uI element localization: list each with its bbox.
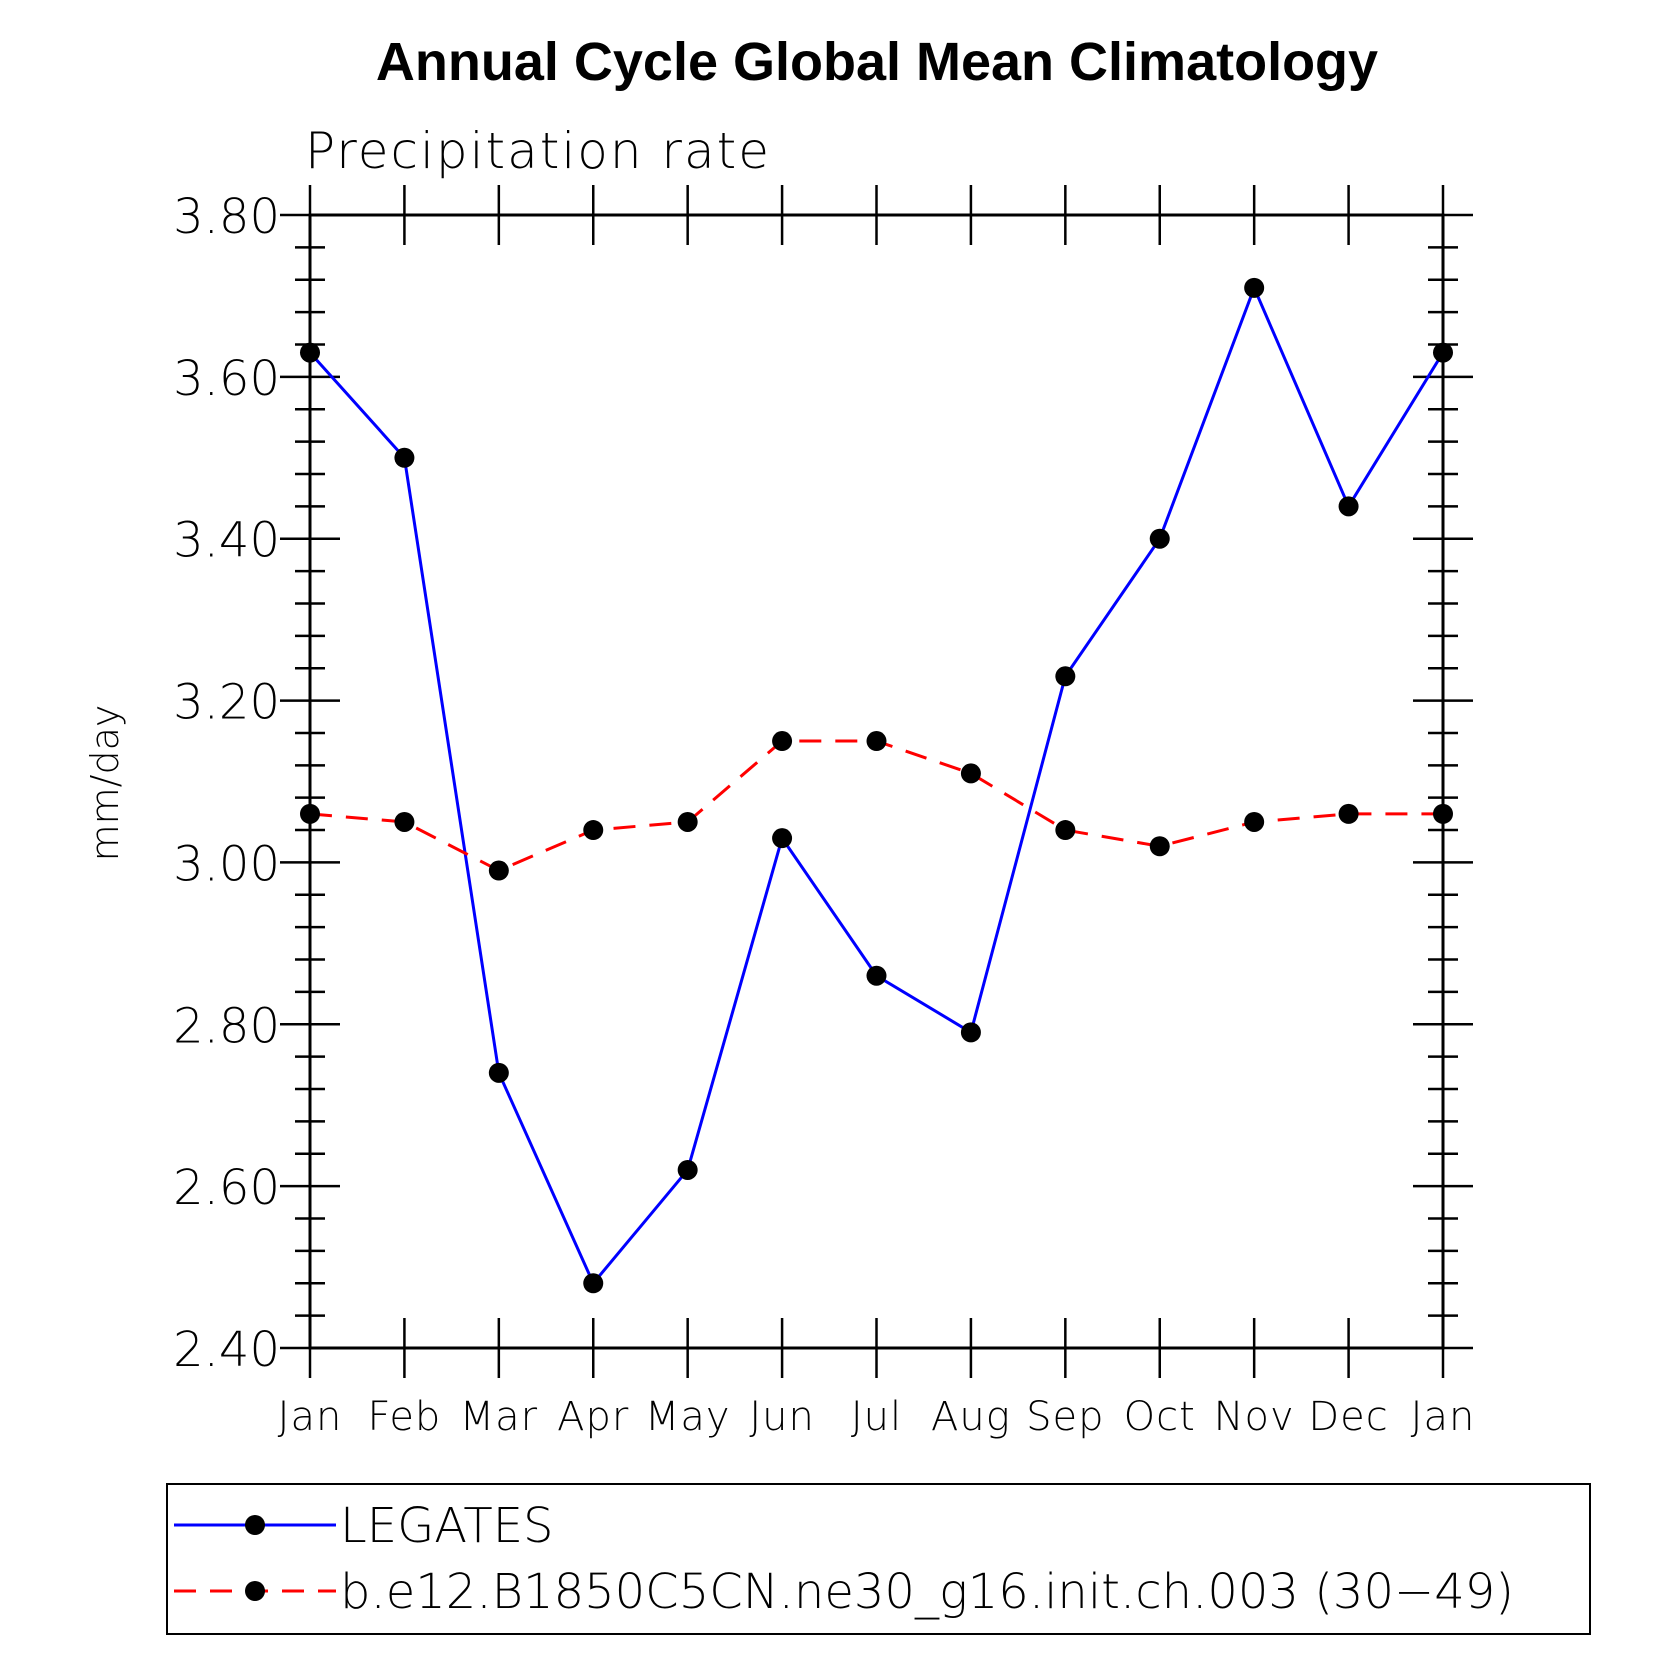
legend-entry-label: b.e12.B1850C5CN.ne30_g16.init.ch.003 (30… xyxy=(340,1564,1514,1620)
data-point xyxy=(866,731,887,752)
x-tick-label: Nov xyxy=(1214,1394,1295,1440)
x-tick-label: Mar xyxy=(460,1394,538,1440)
data-point xyxy=(488,1062,509,1083)
data-point xyxy=(960,763,981,784)
data-point xyxy=(394,447,415,468)
x-tick-label: May xyxy=(645,1394,731,1440)
data-point xyxy=(960,1022,981,1043)
data-point xyxy=(1338,496,1359,517)
series-layer xyxy=(300,277,1453,1294)
data-point xyxy=(1055,820,1076,841)
x-tick-label: Aug xyxy=(931,1394,1011,1440)
legend-marker xyxy=(245,1515,265,1535)
data-point xyxy=(1338,803,1359,824)
data-point xyxy=(488,860,509,881)
x-tick-label: Feb xyxy=(368,1394,442,1440)
data-point xyxy=(300,342,320,363)
chart-title: Annual Cycle Global Mean Climatology xyxy=(376,32,1378,92)
series-2 xyxy=(300,731,1453,881)
y-tick-label: 2.80 xyxy=(173,998,280,1054)
x-tick-label: Apr xyxy=(557,1394,629,1440)
legend-box xyxy=(166,1483,1591,1635)
series-line xyxy=(308,283,1445,1287)
x-tick-label: Jan xyxy=(1411,1394,1476,1440)
x-tick-label: Dec xyxy=(1308,1394,1388,1440)
data-point xyxy=(1433,803,1453,824)
y-tick-label: 3.00 xyxy=(173,836,280,892)
data-point xyxy=(583,820,604,841)
data-point xyxy=(772,731,793,752)
data-point xyxy=(1055,666,1076,687)
y-tick-label: 3.60 xyxy=(173,351,280,407)
data-point xyxy=(866,965,887,986)
y-tick-label: 3.20 xyxy=(173,675,280,731)
y-tick-label: 3.80 xyxy=(173,189,280,245)
data-point xyxy=(1244,811,1265,832)
plot-frame xyxy=(308,213,1445,1350)
data-point xyxy=(1149,836,1170,857)
data-point xyxy=(583,1273,604,1294)
data-point xyxy=(677,1159,698,1180)
data-point xyxy=(772,828,793,849)
data-point xyxy=(1244,277,1265,298)
data-point xyxy=(300,803,320,824)
data-point xyxy=(677,811,698,832)
series-line xyxy=(309,739,1443,873)
legend-entry-label: LEGATES xyxy=(340,1498,554,1554)
data-point xyxy=(1433,342,1453,363)
series-1 xyxy=(300,277,1453,1294)
x-tick-label: Sep xyxy=(1026,1394,1104,1440)
chart-subtitle: Precipitation rate xyxy=(305,122,771,180)
y-tick-label: 3.40 xyxy=(173,513,280,569)
x-tick-label: Oct xyxy=(1124,1394,1196,1440)
legend-marker xyxy=(245,1581,265,1601)
y-axis-label: mm/day xyxy=(83,705,127,862)
x-tick-label: Jul xyxy=(851,1394,902,1440)
axes: 2.40 2.60 2.80 3.00 3.20 3.40 3.60 3.80 Jan Feb Ma… xyxy=(173,185,1476,1440)
y-tick-label: 2.40 xyxy=(173,1322,280,1378)
x-tick-label: Jan xyxy=(278,1394,343,1440)
data-point xyxy=(1149,528,1170,549)
data-point xyxy=(394,811,415,832)
x-tick-label: Jun xyxy=(749,1394,815,1440)
y-tick-label: 2.60 xyxy=(173,1160,280,1216)
legend: LEGATES b.e12.B1850C5CN.ne30_g16.init.ch.… xyxy=(166,1483,1591,1635)
